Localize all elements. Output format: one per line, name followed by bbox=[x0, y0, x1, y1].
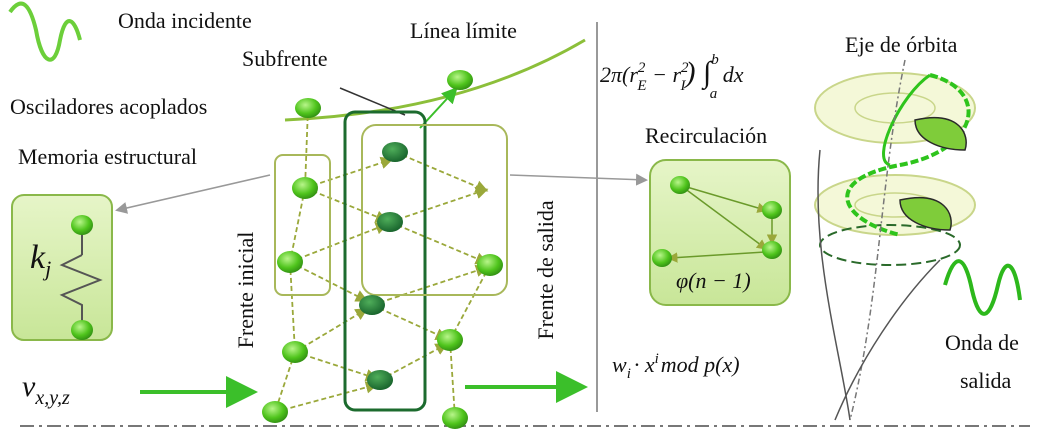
base: v bbox=[22, 370, 36, 403]
nodes bbox=[262, 70, 503, 429]
arrow-right bbox=[509, 173, 648, 186]
label: Memoria estructural bbox=[18, 144, 197, 169]
part: · x bbox=[634, 352, 655, 377]
label: Línea límite bbox=[410, 18, 517, 43]
upper: b bbox=[711, 52, 719, 68]
initial-front-box bbox=[274, 154, 331, 296]
label: Recirculación bbox=[645, 123, 767, 148]
weight: wi · ximod p(x) bbox=[612, 351, 740, 382]
boundary-line bbox=[284, 38, 586, 122]
connections bbox=[274, 107, 491, 419]
sub: i bbox=[627, 366, 631, 382]
part: 2π(r bbox=[600, 62, 638, 87]
sub: E bbox=[636, 78, 646, 94]
velocity: vx,y,z bbox=[22, 370, 70, 409]
integral: 2π(r2 E − r2 I) ∫b a dx bbox=[600, 52, 744, 102]
stiffness: kj bbox=[30, 239, 51, 281]
sub: I bbox=[680, 78, 687, 94]
base: k bbox=[30, 239, 46, 276]
exit-front-box bbox=[361, 124, 508, 296]
lower: a bbox=[710, 86, 718, 102]
label: Osciladores acoplados bbox=[10, 94, 207, 119]
sup: i bbox=[655, 351, 659, 367]
part: − r bbox=[647, 62, 682, 87]
recirculation-graph bbox=[652, 176, 782, 267]
output-wave bbox=[943, 259, 1022, 316]
subfront-box bbox=[343, 110, 427, 412]
recurrence: φ(n − 1) bbox=[676, 268, 751, 293]
spring bbox=[59, 215, 103, 340]
label: Onda incidente bbox=[118, 8, 252, 33]
orbit bbox=[814, 59, 976, 421]
sub: x,y,z bbox=[34, 387, 70, 409]
memory-box bbox=[11, 194, 113, 341]
part: w bbox=[612, 352, 627, 377]
arrow-left bbox=[115, 174, 271, 214]
label: salida bbox=[960, 368, 1012, 393]
label: Frente de salida bbox=[533, 200, 558, 340]
sub: j bbox=[42, 256, 51, 281]
label: Subfrente bbox=[242, 46, 328, 71]
sup: 2 bbox=[681, 60, 689, 76]
label: Eje de órbita bbox=[845, 32, 958, 57]
part: ) ∫ bbox=[684, 56, 713, 91]
label: Frente inicial bbox=[233, 232, 258, 349]
part: mod p(x) bbox=[661, 352, 740, 377]
recirculation-box bbox=[649, 159, 791, 306]
part: dx bbox=[717, 62, 744, 87]
label: Onda de bbox=[945, 330, 1019, 355]
sup: 2 bbox=[638, 60, 646, 76]
incident-wave bbox=[8, 1, 82, 62]
